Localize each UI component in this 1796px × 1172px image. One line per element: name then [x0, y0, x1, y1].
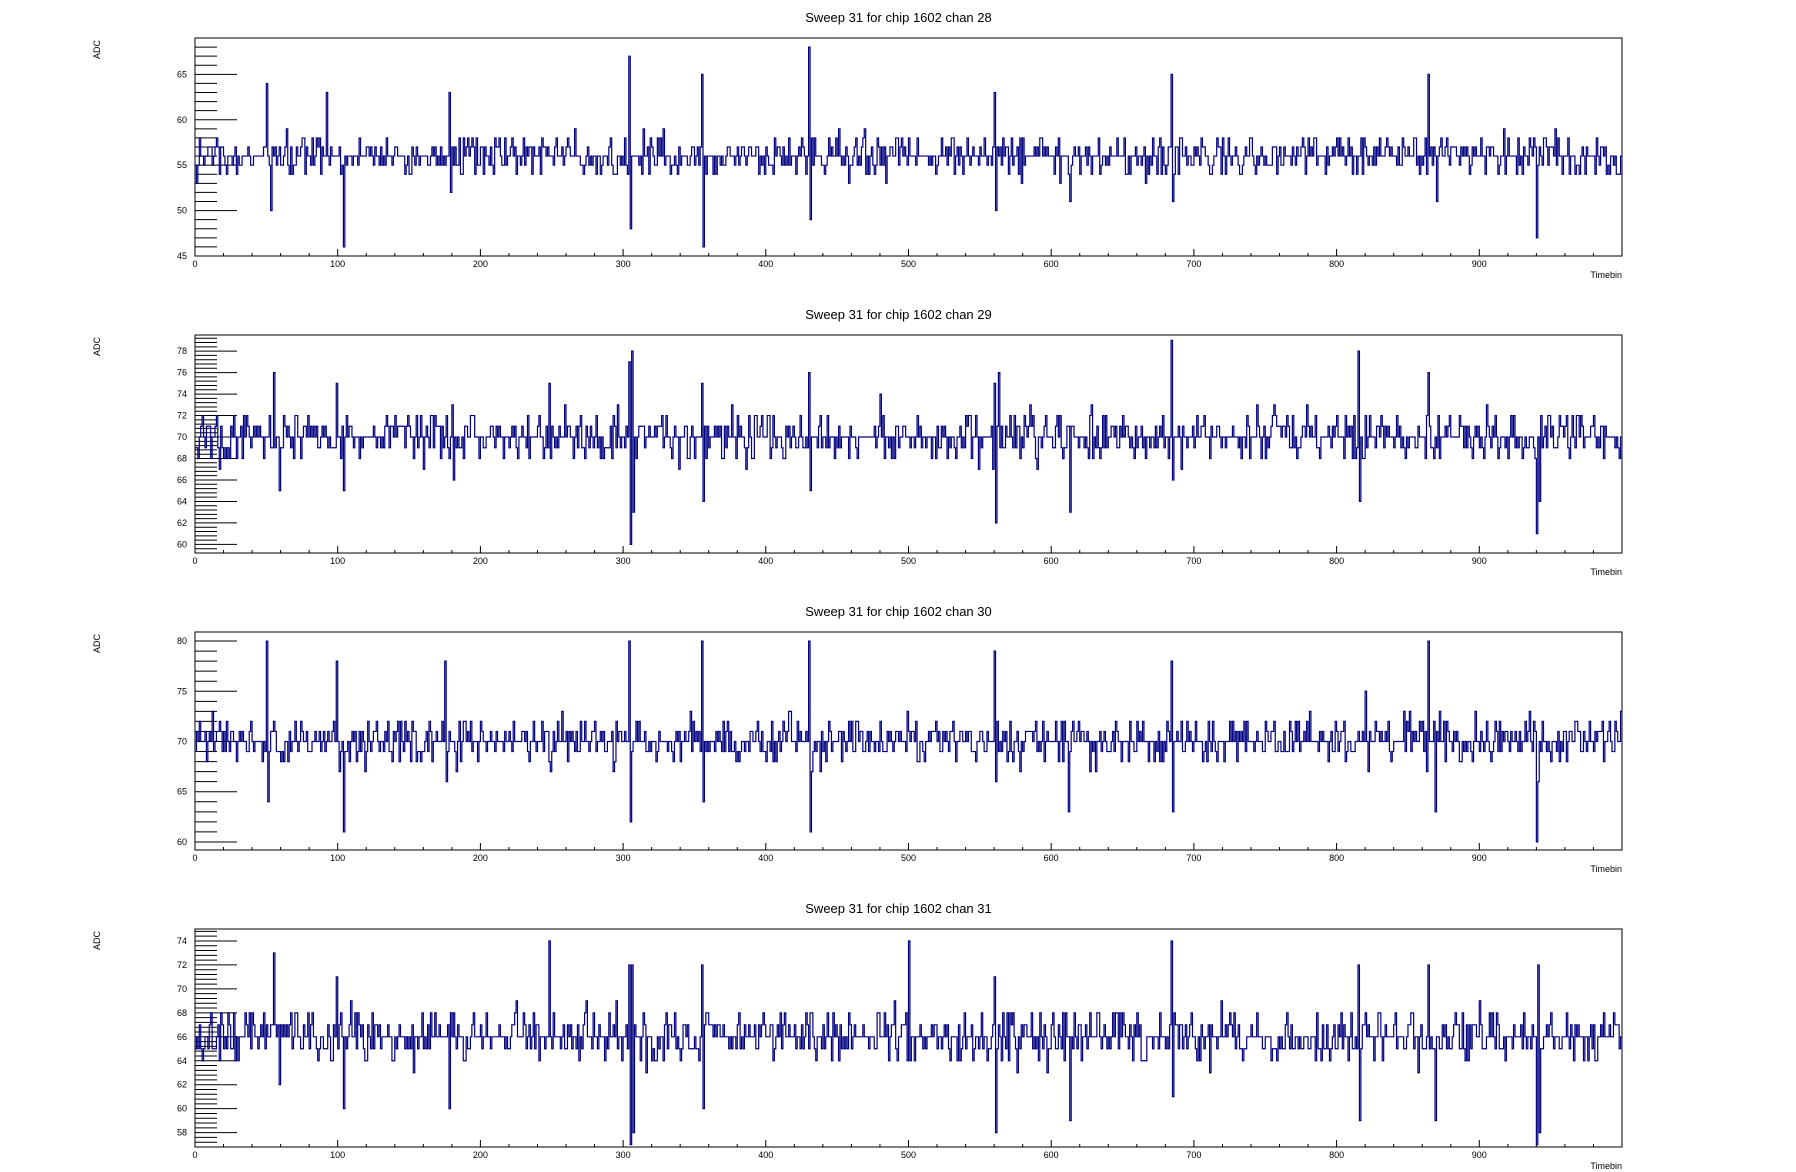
- x-tick-label: 0: [192, 259, 197, 269]
- y-tick-label: 72: [177, 411, 187, 421]
- x-tick-label: 0: [192, 853, 197, 863]
- x-tick-label: 800: [1329, 853, 1344, 863]
- y-tick-label: 68: [177, 453, 187, 463]
- chart-title: Sweep 31 for chip 1602 chan 30: [805, 604, 991, 619]
- y-tick-label: 45: [177, 251, 187, 261]
- y-tick-label: 78: [177, 346, 187, 356]
- x-tick-label: 700: [1186, 1150, 1201, 1160]
- y-tick-label: 66: [177, 475, 187, 485]
- x-tick-label: 700: [1186, 853, 1201, 863]
- series-line-adc: [195, 46, 1622, 248]
- y-axis-label: ADC: [92, 634, 102, 654]
- x-tick-label: 200: [473, 259, 488, 269]
- y-tick-label: 76: [177, 368, 187, 378]
- x-tick-label: 500: [901, 853, 916, 863]
- x-tick-label: 500: [901, 259, 916, 269]
- x-tick-label: 400: [758, 556, 773, 566]
- series-line-adc: [195, 339, 1622, 546]
- chart-title: Sweep 31 for chip 1602 chan 31: [805, 901, 991, 916]
- y-tick-label: 65: [177, 787, 187, 797]
- x-tick-label: 300: [616, 556, 631, 566]
- x-tick-label: 400: [758, 1150, 773, 1160]
- chart-title: Sweep 31 for chip 1602 chan 28: [805, 10, 991, 25]
- y-axis-label: ADC: [92, 337, 102, 357]
- x-tick-label: 600: [1044, 556, 1059, 566]
- y-tick-label: 75: [177, 686, 187, 696]
- y-tick-label: 80: [177, 636, 187, 646]
- series-line-adc: [195, 640, 1622, 843]
- y-tick-label: 58: [177, 1128, 187, 1138]
- x-tick-label: 0: [192, 1150, 197, 1160]
- y-tick-label: 72: [177, 960, 187, 970]
- x-tick-label: 400: [758, 853, 773, 863]
- x-tick-label: 200: [473, 1150, 488, 1160]
- x-tick-label: 100: [330, 853, 345, 863]
- x-tick-label: 400: [758, 259, 773, 269]
- series-line-adc: [195, 940, 1622, 1146]
- y-tick-label: 65: [177, 69, 187, 79]
- y-tick-label: 66: [177, 1032, 187, 1042]
- y-tick-label: 64: [177, 1056, 187, 1066]
- x-tick-label: 300: [616, 1150, 631, 1160]
- x-tick-label: 900: [1472, 1150, 1487, 1160]
- x-tick-label: 300: [616, 853, 631, 863]
- y-tick-label: 60: [177, 1104, 187, 1114]
- y-axis-label: ADC: [92, 931, 102, 951]
- x-tick-label: 300: [616, 259, 631, 269]
- chart-title: Sweep 31 for chip 1602 chan 29: [805, 307, 991, 322]
- y-tick-label: 62: [177, 1080, 187, 1090]
- y-tick-label: 50: [177, 206, 187, 216]
- y-tick-label: 60: [177, 539, 187, 549]
- x-tick-label: 700: [1186, 556, 1201, 566]
- x-tick-label: 500: [901, 1150, 916, 1160]
- y-tick-label: 70: [177, 737, 187, 747]
- x-tick-label: 700: [1186, 259, 1201, 269]
- y-tick-label: 70: [177, 984, 187, 994]
- x-tick-label: 100: [330, 1150, 345, 1160]
- y-tick-label: 60: [177, 837, 187, 847]
- x-tick-label: 100: [330, 259, 345, 269]
- x-tick-label: 800: [1329, 1150, 1344, 1160]
- y-tick-label: 62: [177, 518, 187, 528]
- x-tick-label: 0: [192, 556, 197, 566]
- x-axis-label: Timebin: [1590, 864, 1622, 874]
- x-tick-label: 200: [473, 556, 488, 566]
- x-tick-label: 500: [901, 556, 916, 566]
- y-tick-label: 55: [177, 160, 187, 170]
- x-tick-label: 900: [1472, 853, 1487, 863]
- x-tick-label: 100: [330, 556, 345, 566]
- x-tick-label: 200: [473, 853, 488, 863]
- x-axis-label: Timebin: [1590, 567, 1622, 577]
- x-tick-label: 600: [1044, 853, 1059, 863]
- x-tick-label: 900: [1472, 259, 1487, 269]
- y-tick-label: 68: [177, 1008, 187, 1018]
- x-tick-label: 600: [1044, 259, 1059, 269]
- y-tick-label: 74: [177, 389, 187, 399]
- y-tick-label: 64: [177, 496, 187, 506]
- x-axis-label: Timebin: [1590, 270, 1622, 280]
- y-tick-label: 60: [177, 115, 187, 125]
- x-tick-label: 900: [1472, 556, 1487, 566]
- x-tick-label: 600: [1044, 1150, 1059, 1160]
- x-tick-label: 800: [1329, 556, 1344, 566]
- y-axis-label: ADC: [92, 40, 102, 60]
- x-axis-label: Timebin: [1590, 1161, 1622, 1171]
- x-tick-label: 800: [1329, 259, 1344, 269]
- y-tick-label: 74: [177, 936, 187, 946]
- y-tick-label: 70: [177, 432, 187, 442]
